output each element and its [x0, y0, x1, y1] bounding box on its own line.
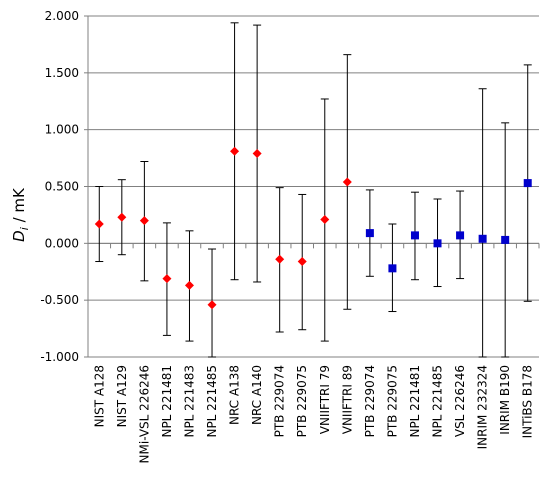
- data-point-square: [365, 229, 374, 238]
- y-axis-unit: / mK: [10, 187, 28, 227]
- data-point-square: [433, 239, 442, 248]
- category-label: INRIM 232324: [476, 365, 490, 449]
- data-point-diamond: [252, 149, 262, 159]
- data-point-diamond: [342, 177, 352, 187]
- data-point-diamond: [230, 146, 240, 156]
- label-layer: -1.000 -0.500 0.000 0.500 1.000 1.500 2.000 NIS…: [40, 9, 534, 463]
- y-axis-subscript: i: [18, 227, 31, 230]
- category-label: VNIIFTRI 79: [318, 365, 332, 434]
- category-label: NPL 221483: [182, 365, 196, 438]
- data-point-diamond: [320, 214, 330, 224]
- y-tick-label: 1.500: [45, 66, 79, 80]
- category-label: NRC A138: [228, 365, 242, 425]
- category-label: NPL 221485: [431, 365, 445, 438]
- data-point-square: [388, 264, 397, 273]
- data-point-square: [523, 179, 532, 188]
- data-point-diamond: [139, 216, 149, 226]
- category-label: INRIM B190: [498, 365, 512, 435]
- data-point-square: [501, 235, 510, 244]
- data-point-diamond: [275, 254, 285, 264]
- category-label: PTB 229075: [385, 365, 399, 437]
- data-point-diamond: [184, 280, 194, 290]
- data-point-diamond: [207, 300, 217, 310]
- y-tick-label: 0.500: [45, 180, 79, 194]
- errorbar-layer: [95, 22, 532, 358]
- y-tick-label: -0.500: [40, 293, 79, 307]
- y-tick-label: 1.000: [45, 123, 79, 137]
- data-point-diamond: [297, 257, 307, 267]
- category-label: PTB 229074: [273, 365, 287, 437]
- y-tick-label: 2.000: [45, 9, 79, 23]
- category-label: NPL 221485: [205, 365, 219, 438]
- data-point-square: [456, 231, 465, 240]
- y-tick-label: -1.000: [40, 350, 79, 364]
- axis-layer: [84, 15, 540, 358]
- category-label: NPL 221481: [408, 365, 422, 438]
- category-label: PTB 229075: [295, 365, 309, 437]
- data-point-diamond: [162, 274, 172, 284]
- data-point-diamond: [117, 212, 127, 222]
- category-label: VNIIFTRI 89: [340, 365, 354, 434]
- data-point-square: [410, 231, 419, 240]
- category-label: INTiBS B178: [521, 365, 535, 438]
- category-label: VSL 226246: [453, 365, 467, 437]
- category-label: NIST A128: [92, 365, 106, 427]
- category-label: NIST A129: [115, 365, 129, 427]
- category-label: NRC A140: [250, 365, 264, 425]
- y-axis-title: Di / mK: [10, 187, 31, 242]
- data-point-diamond: [94, 219, 104, 229]
- marker-layer: [94, 146, 532, 310]
- grid-layer: [88, 15, 539, 301]
- y-axis-symbol: D: [10, 230, 28, 242]
- y-tick-label: 0.000: [45, 236, 79, 250]
- category-label: NPL 221481: [160, 365, 174, 438]
- category-label: NMi-VSL 226246: [137, 365, 151, 463]
- data-point-square: [478, 234, 487, 243]
- category-label: PTB 229074: [363, 365, 377, 437]
